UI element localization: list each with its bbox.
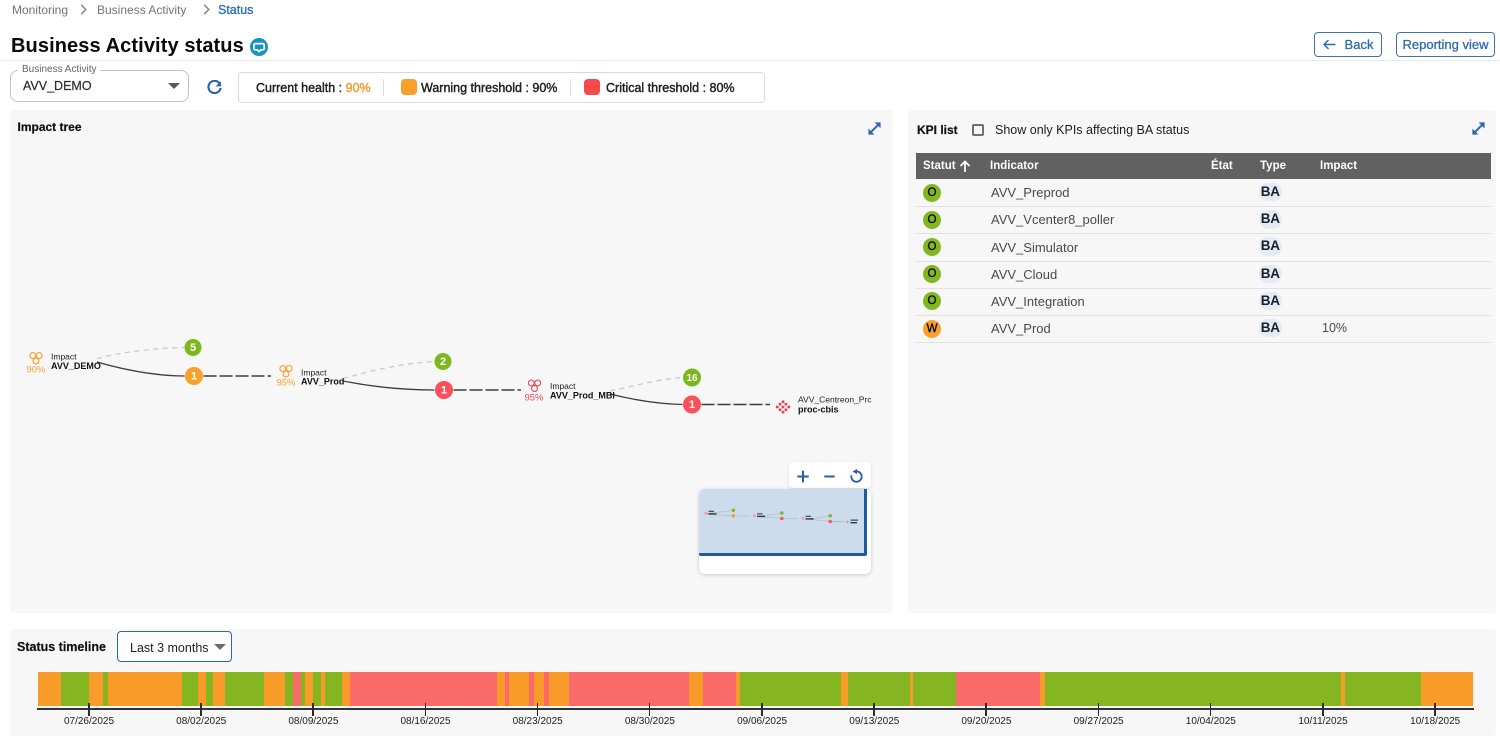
- svg-text:Impact: Impact: [51, 352, 77, 362]
- svg-text:AVV_DEMO: AVV_DEMO: [51, 361, 101, 371]
- svg-text:95%: 95%: [276, 378, 296, 389]
- svg-text:5: 5: [190, 342, 196, 354]
- svg-text:16: 16: [686, 373, 698, 384]
- svg-text:proc-cbis: proc-cbis: [798, 405, 839, 415]
- svg-text:1: 1: [191, 371, 197, 383]
- svg-text:1: 1: [441, 385, 447, 397]
- svg-text:Impact: Impact: [301, 368, 327, 378]
- svg-text:AVV_Prod_MBI: AVV_Prod_MBI: [550, 391, 615, 401]
- svg-text:AVV_Prod: AVV_Prod: [301, 377, 344, 387]
- svg-text:Impact: Impact: [550, 381, 576, 391]
- svg-text:AVV_Centreon_Prc: AVV_Centreon_Prc: [798, 395, 872, 405]
- svg-text:95%: 95%: [524, 393, 544, 404]
- svg-text:2: 2: [440, 356, 446, 368]
- svg-text:1: 1: [689, 399, 695, 411]
- svg-text:90%: 90%: [26, 365, 46, 376]
